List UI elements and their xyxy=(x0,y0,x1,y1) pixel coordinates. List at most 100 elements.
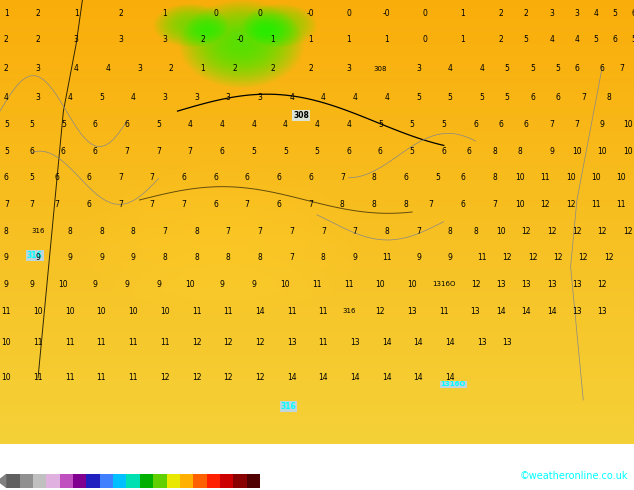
Text: 7: 7 xyxy=(29,200,34,209)
Text: 7: 7 xyxy=(150,173,155,182)
Text: 7: 7 xyxy=(181,200,186,209)
Text: 6: 6 xyxy=(86,173,91,182)
Text: 4: 4 xyxy=(574,35,579,45)
Text: 0: 0 xyxy=(213,9,218,18)
Text: 7: 7 xyxy=(549,120,554,129)
Text: 6: 6 xyxy=(530,93,535,102)
Text: 8: 8 xyxy=(473,226,478,236)
Text: 13: 13 xyxy=(477,338,487,347)
Text: 6: 6 xyxy=(524,120,529,129)
Text: 10: 10 xyxy=(572,147,582,156)
Text: 36: 36 xyxy=(214,489,221,490)
Text: 11: 11 xyxy=(313,280,321,289)
Text: 5: 5 xyxy=(530,64,535,74)
Text: 3: 3 xyxy=(162,35,167,45)
Text: 5: 5 xyxy=(410,120,415,129)
Bar xyxy=(247,474,260,488)
Text: 2: 2 xyxy=(36,35,41,45)
Text: 4: 4 xyxy=(384,93,389,102)
Text: 12: 12 xyxy=(573,226,581,236)
Text: 5: 5 xyxy=(524,35,529,45)
Text: 4: 4 xyxy=(479,64,484,74)
Text: 7: 7 xyxy=(289,226,294,236)
Text: 7: 7 xyxy=(308,200,313,209)
Text: 12: 12 xyxy=(471,280,480,289)
Text: 6: 6 xyxy=(308,173,313,182)
Text: 2: 2 xyxy=(498,35,503,45)
Text: -18: -18 xyxy=(86,489,96,490)
Text: -6: -6 xyxy=(116,489,122,490)
Text: 8: 8 xyxy=(321,253,326,262)
Text: 9: 9 xyxy=(416,253,421,262)
Text: 5: 5 xyxy=(479,93,484,102)
Text: 7: 7 xyxy=(353,226,358,236)
Text: 5: 5 xyxy=(29,120,34,129)
Text: 7: 7 xyxy=(429,200,434,209)
Bar xyxy=(46,474,60,488)
Text: 6: 6 xyxy=(600,64,605,74)
Text: 11: 11 xyxy=(287,307,296,316)
Text: 4: 4 xyxy=(4,93,9,102)
Text: 14: 14 xyxy=(318,373,328,382)
Text: 0: 0 xyxy=(422,9,427,18)
Text: 6: 6 xyxy=(29,147,34,156)
Text: 13: 13 xyxy=(407,307,417,316)
Text: 12: 12 xyxy=(598,226,607,236)
Text: 6: 6 xyxy=(93,147,98,156)
Text: 3: 3 xyxy=(162,93,167,102)
Text: 6: 6 xyxy=(555,93,560,102)
Text: -0: -0 xyxy=(237,35,245,45)
Text: 11: 11 xyxy=(192,307,201,316)
Text: 14: 14 xyxy=(445,373,455,382)
Text: 11: 11 xyxy=(319,338,328,347)
Text: 7: 7 xyxy=(118,200,123,209)
Text: 7: 7 xyxy=(340,173,345,182)
Text: 3: 3 xyxy=(226,93,231,102)
Text: 9: 9 xyxy=(156,280,161,289)
Text: 7: 7 xyxy=(245,200,250,209)
Text: 3: 3 xyxy=(346,64,351,74)
Bar xyxy=(167,474,180,488)
Text: 10: 10 xyxy=(623,120,633,129)
Text: 8: 8 xyxy=(194,253,199,262)
Text: 8: 8 xyxy=(4,226,9,236)
Text: 5: 5 xyxy=(631,35,634,45)
Text: 10: 10 xyxy=(407,280,417,289)
Text: -30: -30 xyxy=(58,489,67,490)
Text: 11: 11 xyxy=(97,338,106,347)
Text: 11: 11 xyxy=(2,307,11,316)
Text: 5: 5 xyxy=(4,147,9,156)
Text: 8: 8 xyxy=(131,226,136,236)
Text: 6: 6 xyxy=(467,147,472,156)
Text: 11: 11 xyxy=(592,200,600,209)
Text: 14: 14 xyxy=(547,307,557,316)
Text: 12: 12 xyxy=(224,338,233,347)
Text: 4: 4 xyxy=(289,93,294,102)
Text: 5: 5 xyxy=(99,93,104,102)
Text: 2: 2 xyxy=(4,64,9,74)
Text: 1: 1 xyxy=(4,9,9,18)
Text: 7: 7 xyxy=(492,200,497,209)
Text: 0: 0 xyxy=(422,35,427,45)
Text: 5: 5 xyxy=(156,120,161,129)
Text: 7: 7 xyxy=(416,226,421,236)
Text: 2: 2 xyxy=(270,64,275,74)
Bar xyxy=(233,474,247,488)
Text: 8: 8 xyxy=(403,200,408,209)
Text: 9: 9 xyxy=(251,280,256,289)
Text: 6: 6 xyxy=(145,489,149,490)
Text: 13: 13 xyxy=(470,307,481,316)
Text: 14: 14 xyxy=(350,373,360,382)
Text: 12: 12 xyxy=(528,253,537,262)
Bar xyxy=(193,474,207,488)
Text: 4: 4 xyxy=(448,64,453,74)
Text: 3: 3 xyxy=(36,93,41,102)
Text: 8: 8 xyxy=(372,200,377,209)
Text: 3: 3 xyxy=(137,64,142,74)
Text: -48: -48 xyxy=(16,489,25,490)
Text: 14: 14 xyxy=(413,373,424,382)
Text: 3: 3 xyxy=(118,35,123,45)
Bar xyxy=(20,474,33,488)
Text: 2: 2 xyxy=(308,64,313,74)
Text: 30: 30 xyxy=(200,489,207,490)
